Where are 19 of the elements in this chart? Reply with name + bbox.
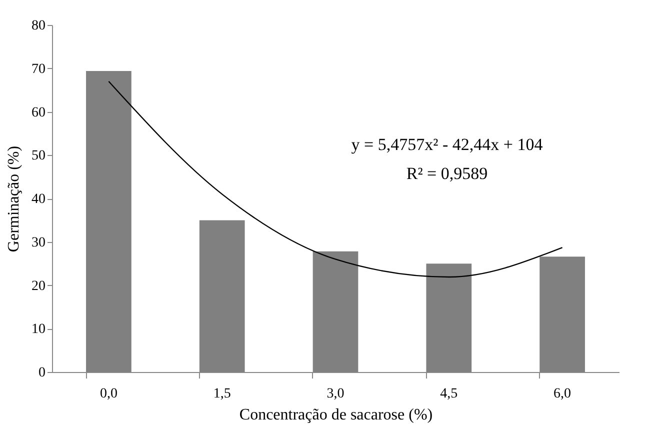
y-axis-title: Germinação (%) <box>6 146 22 252</box>
y-tick-label: 50 <box>32 148 46 164</box>
y-tick-label: 70 <box>32 62 46 77</box>
x-tick-label: 4,5 <box>440 386 458 402</box>
y-tick-label: 0 <box>38 366 46 380</box>
y-tick-label: 20 <box>32 278 46 294</box>
x-axis-title: Concentração de sacarose (%) <box>239 406 433 424</box>
x-tick-label: 1,5 <box>213 386 231 402</box>
annotation: R² = 0,9589 <box>406 164 488 183</box>
line-series <box>108 80 563 278</box>
y-tick-label: 30 <box>32 235 46 250</box>
y-tick-label: 60 <box>32 105 46 120</box>
y-tick-label: 10 <box>32 322 46 338</box>
x-tick-label: 6,0 <box>554 386 572 402</box>
y-tick-label: 40 <box>32 192 46 207</box>
x-tick-label: 3,0 <box>326 386 344 402</box>
annotation: y = 5,4757x² - 42,44x + 104 <box>351 135 544 154</box>
y-tick-label: 80 <box>32 18 46 34</box>
x-tick-label: 0,0 <box>100 386 118 402</box>
